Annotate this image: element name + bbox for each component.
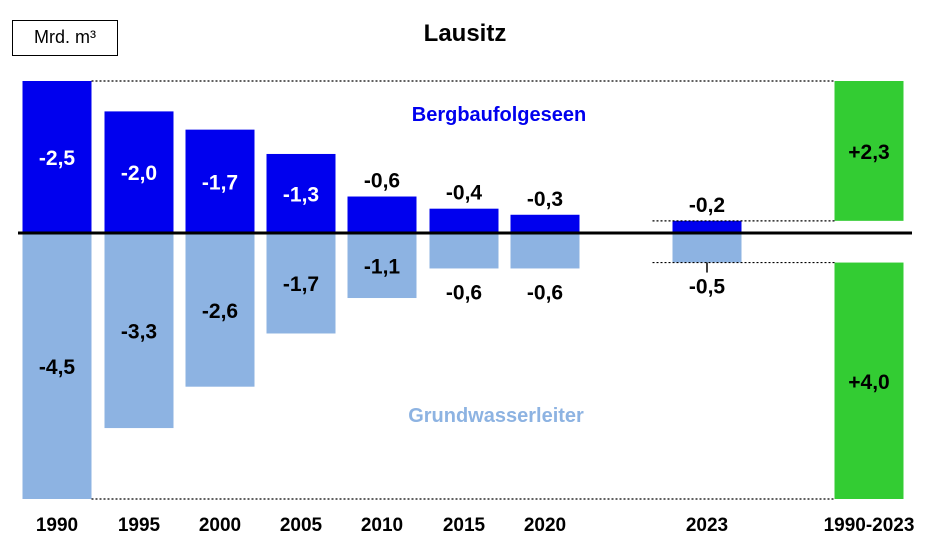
value-label-grundwasserleiter-2010: -1,1 [364,256,401,279]
bar-grundwasserleiter-2010 [347,233,417,299]
value-label-grundwasserleiter-2015: -0,6 [446,281,482,304]
bar-grundwasserleiter-2000 [185,233,255,387]
bar-grundwasserleiter-1995 [104,233,174,429]
bar-bergbaufolgeseen-1990-2023 [834,81,904,221]
bar-bergbaufolgeseen-2015 [429,208,499,233]
value-label-grundwasserleiter-2023: -0,5 [689,276,726,299]
dotted-guides [91,80,835,500]
x-tick-2020: 2020 [524,515,566,536]
bar-bergbaufolgeseen-1990 [22,81,92,233]
x-tick-1990-2023: 1990-2023 [824,515,915,536]
bar-grundwasserleiter-1990-2023 [834,262,904,499]
x-tick-2023: 2023 [686,515,728,536]
value-label-grundwasserleiter-2020: -0,6 [527,281,563,304]
x-tick-1995: 1995 [118,515,161,536]
value-label-bergbaufolgeseen-2010: -0,6 [364,170,400,193]
x-tick-labels: 1990 1995 2000 2005 2010 2015 2020 2023 1990-202… [36,515,915,536]
unit-label: Mrd. m³ [12,20,118,56]
value-label-bergbaufolgeseen-2015: -0,4 [446,182,483,205]
x-tick-2005: 2005 [280,515,323,536]
bar-bergbaufolgeseen-2000 [185,129,255,233]
value-label-grundwasserleiter-2000: -2,6 [202,300,238,323]
x-tick-2000: 2000 [199,515,241,536]
value-label-bergbaufolgeseen-2000: -1,7 [202,171,238,194]
value-label-bergbaufolgeseen-1990: -2,5 [39,147,76,170]
bar-grundwasserleiter-2023 [672,233,742,263]
value-label-grundwasserleiter-1990-2023: +4,0 [848,371,889,394]
upper-bars-group [22,81,904,233]
bar-grundwasserleiter-1990 [22,233,92,499]
bar-grundwasserleiter-2015 [429,233,499,269]
series-label-grundwasserleiter: Grundwasserleiter [408,405,584,427]
x-tick-2015: 2015 [443,515,486,536]
value-label-bergbaufolgeseen-1995: -2,0 [121,162,157,185]
bar-bergbaufolgeseen-2005 [266,153,336,233]
bar-grundwasserleiter-2005 [266,233,336,334]
value-label-bergbaufolgeseen-2023: -0,2 [689,194,725,217]
value-label-bergbaufolgeseen-2005: -1,3 [283,183,319,206]
value-label-bergbaufolgeseen-2020: -0,3 [527,188,563,211]
chart-title: Lausitz [423,20,507,47]
x-tick-2010: 2010 [361,515,403,536]
series-label-bergbaufolgeseen: Bergbaufolgeseen [412,104,586,126]
value-labels-group: -2,5 -4,5 -2,0 -3,3 -1,7 -2,6 -1,3 -1,7 -0,6 -1,1… [39,141,890,394]
value-label-bergbaufolgeseen-1990-2023: +2,3 [848,141,889,164]
bar-bergbaufolgeseen-1995 [104,111,174,233]
value-label-grundwasserleiter-2005: -1,7 [283,273,319,296]
bar-grundwasserleiter-2020 [510,233,580,269]
lower-bars-group [22,233,904,499]
bar-bergbaufolgeseen-2023 [672,220,742,233]
bar-bergbaufolgeseen-2020 [510,214,580,233]
bar-bergbaufolgeseen-2010 [347,196,417,233]
x-tick-1990: 1990 [36,515,78,536]
value-label-grundwasserleiter-1990: -4,5 [39,356,76,379]
value-label-grundwasserleiter-1995: -3,3 [121,321,157,344]
